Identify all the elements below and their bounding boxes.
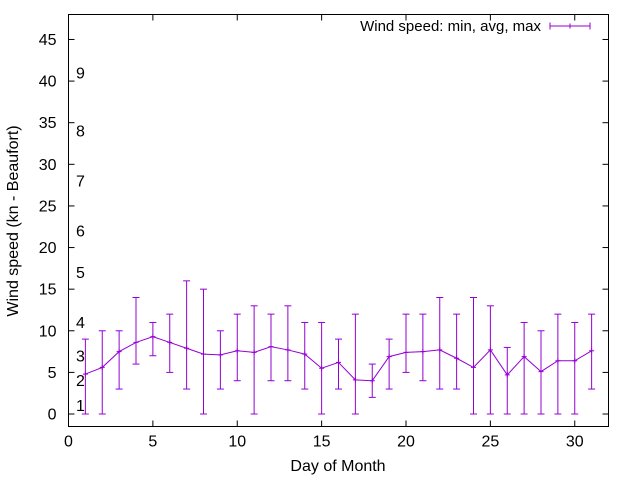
average-point xyxy=(555,358,561,364)
x-axis: 0 5 10 15 20 25 30 xyxy=(64,14,584,451)
average-point xyxy=(116,349,122,355)
average-point xyxy=(471,364,476,370)
average-point xyxy=(403,349,409,355)
error-bar xyxy=(284,305,292,382)
y-tick-label: 10 xyxy=(39,323,57,340)
legend-sample xyxy=(549,22,591,30)
x-tick-label: 25 xyxy=(481,434,499,451)
average-point xyxy=(234,348,240,354)
average-point xyxy=(201,351,206,357)
average-point xyxy=(487,347,493,353)
beaufort-label: 8 xyxy=(76,124,85,141)
average-point xyxy=(386,354,392,360)
error-bar xyxy=(571,321,579,415)
error-bar xyxy=(436,296,444,390)
error-bar xyxy=(520,321,528,415)
y-tick-label: 25 xyxy=(39,198,57,215)
error-bar xyxy=(250,305,258,415)
average-point xyxy=(302,351,308,357)
average-point xyxy=(352,377,358,383)
plot-frame xyxy=(68,14,609,427)
y-tick-label: 30 xyxy=(39,157,57,174)
error-bar xyxy=(132,296,140,365)
legend-label: Wind speed: min, avg, max xyxy=(360,18,541,35)
legend: Wind speed: min, avg, max xyxy=(360,18,591,35)
y-tick-label: 0 xyxy=(48,407,57,424)
y-tick-label: 5 xyxy=(48,365,57,382)
average-point xyxy=(285,347,291,353)
beaufort-label: 6 xyxy=(76,223,85,240)
error-bar xyxy=(233,313,241,382)
average-point xyxy=(184,345,190,351)
average-point xyxy=(217,352,223,358)
error-bar xyxy=(453,313,461,390)
y-tick-label: 40 xyxy=(39,74,57,91)
average-point xyxy=(369,378,375,384)
average-point xyxy=(133,339,139,345)
y-tick-label: 45 xyxy=(39,32,57,49)
average-point xyxy=(167,339,173,345)
average-point xyxy=(268,344,274,350)
error-bar xyxy=(470,296,477,415)
error-bar xyxy=(98,330,106,415)
error-bar xyxy=(351,313,359,415)
beaufort-label: 3 xyxy=(76,348,85,365)
x-tick-label: 10 xyxy=(228,434,246,451)
average-point xyxy=(319,365,325,371)
average-point xyxy=(150,334,156,340)
y-tick-label: 35 xyxy=(39,115,57,132)
beaufort-label: 7 xyxy=(76,173,85,190)
beaufort-scale: 1 2 3 4 5 6 7 8 9 xyxy=(76,65,85,415)
average-point xyxy=(437,347,443,353)
beaufort-label: 1 xyxy=(76,398,85,415)
x-tick-label: 20 xyxy=(397,434,415,451)
x-tick-label: 0 xyxy=(64,434,73,451)
average-point xyxy=(454,355,460,361)
beaufort-label: 9 xyxy=(76,65,85,82)
x-tick-label: 5 xyxy=(148,434,157,451)
average-point xyxy=(589,348,595,354)
error-bar xyxy=(486,305,494,415)
error-bar xyxy=(183,280,191,390)
beaufort-label: 4 xyxy=(76,315,85,332)
error-bar xyxy=(419,313,427,382)
average-point xyxy=(420,349,426,355)
average-point xyxy=(82,371,88,377)
y-tick-label: 15 xyxy=(39,282,57,299)
error-bar xyxy=(554,313,562,415)
x-tick-label: 30 xyxy=(566,434,584,451)
beaufort-label: 2 xyxy=(76,373,85,390)
y-axis-title: Wind speed (kn - Beaufort) xyxy=(5,125,22,316)
error-bar xyxy=(216,330,224,390)
beaufort-label: 5 xyxy=(76,265,85,282)
average-point xyxy=(504,372,510,378)
error-bar xyxy=(385,338,393,390)
error-bar xyxy=(402,313,410,373)
x-axis-title: Day of Month xyxy=(290,458,385,475)
average-point xyxy=(572,358,578,364)
error-bar xyxy=(503,346,511,415)
average-point xyxy=(251,349,257,355)
error-bar xyxy=(115,330,123,390)
average-point xyxy=(521,354,527,360)
y-tick-label: 20 xyxy=(39,240,57,257)
x-tick-label: 15 xyxy=(313,434,331,451)
average-point xyxy=(99,364,105,370)
average-point xyxy=(336,359,341,365)
plot-marks xyxy=(81,280,596,415)
average-point xyxy=(538,369,544,375)
